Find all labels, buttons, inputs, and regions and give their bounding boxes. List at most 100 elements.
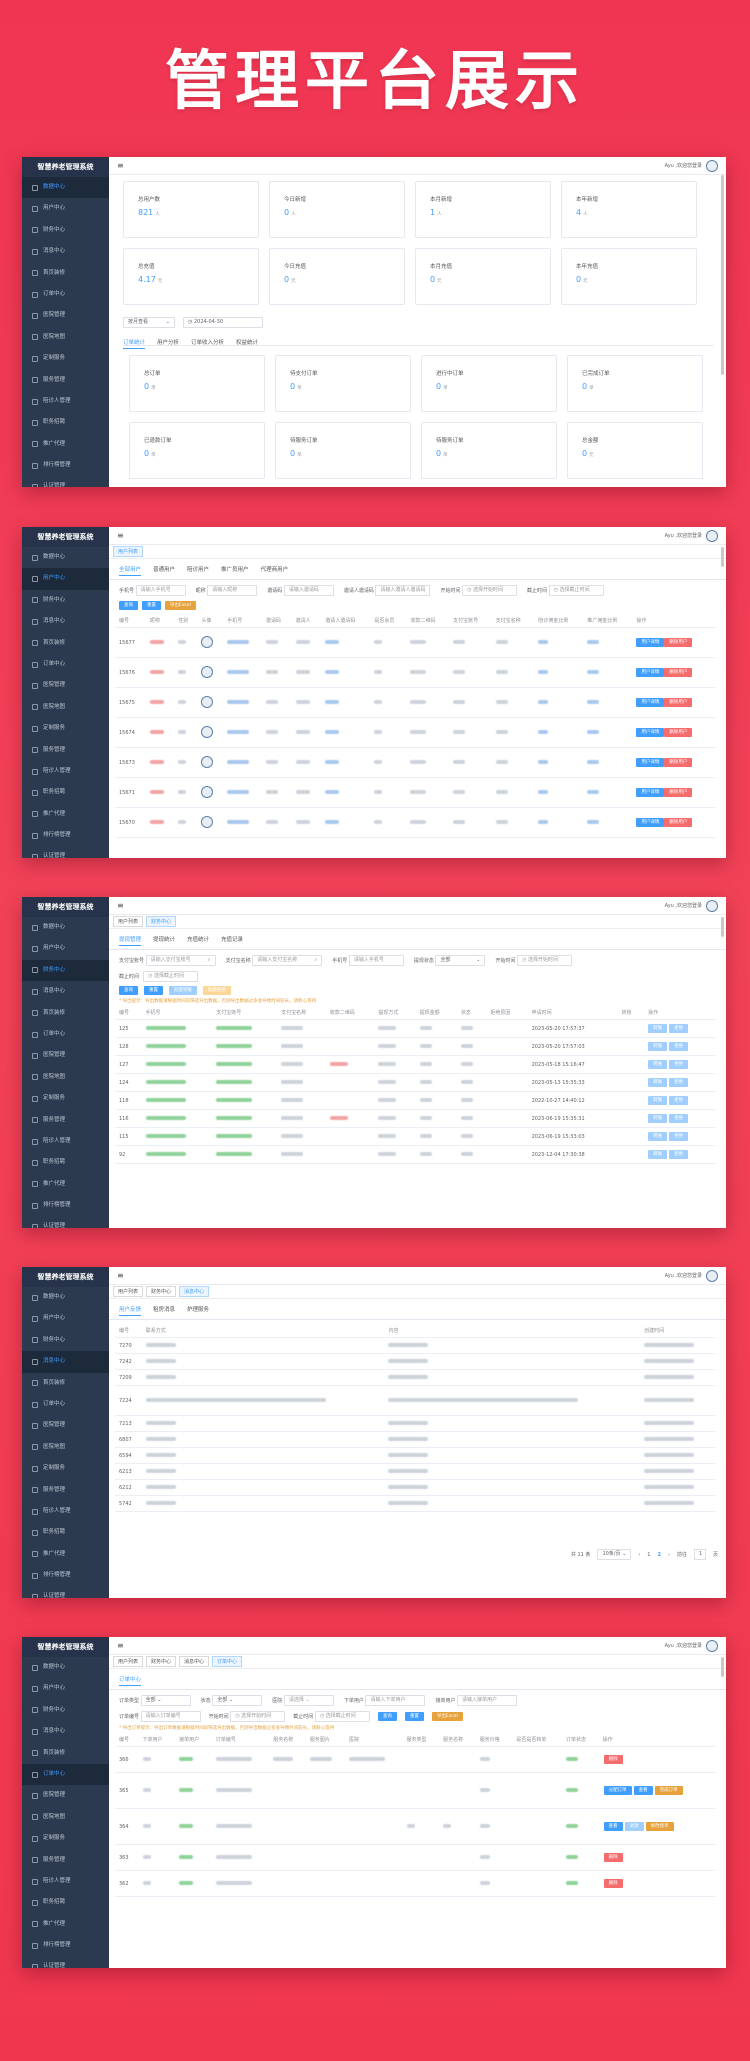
tab-all-users[interactable]: 全部用户 [119,565,142,576]
del-button[interactable]: 删除 [603,1879,623,1888]
tag-message[interactable]: 消息中心 [179,1286,210,1297]
reassign-button[interactable]: 修改接单 [645,1822,674,1831]
sidebar-item[interactable]: 医院管理 [22,305,109,326]
transfer-button[interactable]: 转账 [648,1132,668,1141]
delete-user-button[interactable]: 删除用户 [664,698,693,707]
export-excel-button[interactable]: 导出Excel [165,601,196,610]
transfer-button[interactable]: 转账 [648,1078,668,1087]
sidebar-item[interactable]: 医院地图 [22,327,109,348]
tab-user-analysis[interactable]: 用户分析 [157,340,180,346]
tag-user-list[interactable]: 用户列表 [113,916,144,927]
sidebar-item[interactable]: 财务中心 [22,959,109,982]
order-type-select[interactable]: 全部 ⌄ [140,1695,191,1706]
date-picker[interactable]: ◷ 2024-04-30 [183,317,263,328]
reset-button[interactable]: 重置 [144,986,163,995]
sidebar-item[interactable]: 订单中心 [22,284,109,305]
sidebar-item[interactable]: 消息中心 [22,1351,109,1373]
page-size-select[interactable]: 10条/页 ⌄ [597,1549,632,1560]
search-icon[interactable]: ⌕ [207,957,211,963]
user-detail-button[interactable]: 用户详情 [636,667,665,677]
scrollbar[interactable] [721,917,724,937]
delete-user-button[interactable]: 删除用户 [664,818,693,827]
avatar[interactable] [706,1639,718,1652]
menu-toggle-icon[interactable]: ≡ [117,1271,124,1280]
sidebar-item[interactable]: 医院管理 [22,675,109,696]
sidebar-item[interactable]: 排行榜管理 [22,455,109,476]
tab-agent-users[interactable]: 代理商用户 [260,567,289,573]
sidebar-item[interactable]: 定制服务 [22,718,109,739]
sidebar-item[interactable]: 订单中心 [22,1024,109,1045]
sidebar-item[interactable]: 服务管理 [22,1480,109,1501]
sidebar-item[interactable]: 服务管理 [22,1110,109,1131]
sidebar-item[interactable]: 财务中心 [22,1330,109,1351]
sidebar-item[interactable]: 用户中心 [22,198,109,219]
tab-withdraw-stats[interactable]: 提现统计 [153,937,176,943]
tab-order-stats[interactable]: 订单统计 [123,338,146,349]
sidebar-item[interactable]: 医院地图 [22,1437,109,1458]
sidebar-item[interactable]: 服务管理 [22,1850,109,1871]
sidebar-item[interactable]: 定制服务 [22,1458,109,1479]
inviter-code-input[interactable]: 请输入邀请人邀请码 [375,585,431,596]
sidebar-item[interactable]: 排行榜管理 [22,1195,109,1216]
sidebar-item[interactable]: 认证管理 [22,846,109,858]
user-detail-button[interactable]: 用户详情 [636,697,665,707]
sidebar-item[interactable]: 排行榜管理 [22,1935,109,1956]
sidebar-item[interactable]: 认证管理 [22,476,109,487]
sidebar-item[interactable]: 首页装修 [22,1003,109,1024]
end-date-input[interactable]: ◷ 选择截止时间 [143,971,199,982]
transfer-button[interactable]: 转账 [648,1150,668,1159]
tag-message[interactable]: 消息中心 [179,1656,210,1667]
sidebar-item[interactable]: 排行榜管理 [22,1565,109,1586]
menu-toggle-icon[interactable]: ≡ [117,161,124,170]
sidebar-item[interactable]: 陪诊人管理 [22,1501,109,1522]
tag-order[interactable]: 订单中心 [212,1656,243,1667]
tag-finance[interactable]: 财务中心 [146,1286,177,1297]
sidebar-item[interactable]: 用户中心 [22,1308,109,1329]
tab-normal-users[interactable]: 普通用户 [153,567,176,573]
sidebar-item[interactable]: 医院管理 [22,1415,109,1436]
scrollbar[interactable] [721,547,724,567]
batch-transfer-button[interactable]: 批量转账 [169,986,197,995]
delete-user-button[interactable]: 删除用户 [664,758,693,767]
page-number[interactable]: 2 [657,1551,661,1558]
sidebar-item[interactable]: 推广代理 [22,1544,109,1565]
reset-button[interactable]: 重置 [404,1712,424,1721]
tab-order-income[interactable]: 订单收入分析 [191,340,225,346]
reject-button[interactable]: 拒绝 [669,1024,689,1033]
transfer-button[interactable]: 转账 [648,1114,668,1123]
prev-page-icon[interactable]: ‹ [638,1551,641,1558]
hospital-select[interactable]: 请选择 ⌄ [283,1695,334,1706]
status-select[interactable]: 全部 ⌄ [212,1695,263,1706]
order-no-input[interactable]: 请输入订单编号 [140,1711,201,1722]
sidebar-item[interactable]: 认证管理 [22,1216,109,1228]
end-date-input[interactable]: ◷ 选择截止时间 [548,585,604,596]
sidebar-item[interactable]: 首页装修 [22,1743,109,1764]
query-button[interactable]: 查询 [119,601,138,610]
tag-finance[interactable]: 财务中心 [146,1656,177,1667]
scrollbar[interactable] [721,1657,724,1677]
sidebar-item[interactable]: 推广代理 [22,1174,109,1195]
sidebar-item[interactable]: 职务招聘 [22,1892,109,1913]
sidebar-item[interactable]: 医院管理 [22,1785,109,1806]
sidebar-item[interactable]: 订单中心 [22,654,109,675]
sidebar-item[interactable]: 消息中心 [22,241,109,262]
sidebar-item[interactable]: 首页装修 [22,633,109,654]
reject-button[interactable]: 拒绝 [669,1042,689,1051]
tag-user-list[interactable]: 用户列表 [113,546,144,557]
tag-user-list[interactable]: 用户列表 [113,1286,144,1297]
reject-button[interactable]: 拒绝 [669,1078,689,1087]
sidebar-item[interactable]: 职务招聘 [22,1522,109,1543]
tab-promoter-users[interactable]: 推广员用户 [221,567,249,573]
user-detail-button[interactable]: 用户详情 [636,637,665,647]
avatar[interactable] [706,529,718,542]
avatar[interactable] [706,1269,718,1282]
start-date-input[interactable]: ◷ 选择开始时间 [517,955,573,966]
sidebar-item[interactable]: 定制服务 [22,1828,109,1849]
tab-withdraw-manage[interactable]: 提现管理 [119,935,142,946]
sidebar-item[interactable]: 首页装修 [22,263,109,284]
complete-button[interactable]: 完成订单 [654,1786,683,1795]
tab-order-center[interactable]: 订单中心 [119,1675,142,1686]
reject-button[interactable]: 拒绝 [669,1096,689,1105]
sidebar-item[interactable]: 职务招聘 [22,1152,109,1173]
sidebar-item[interactable]: 消息中心 [22,981,109,1002]
